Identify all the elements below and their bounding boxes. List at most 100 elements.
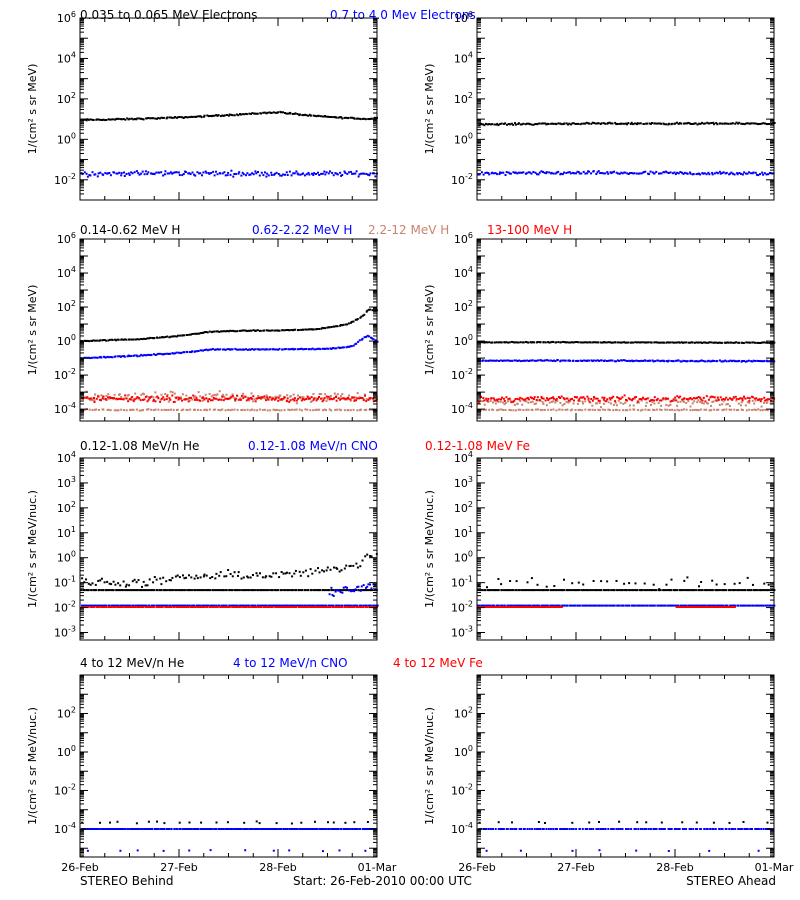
data-point <box>273 604 276 607</box>
data-point <box>321 347 324 350</box>
data-point <box>141 589 144 592</box>
data-point <box>350 320 353 323</box>
data-point <box>367 398 370 401</box>
data-point <box>624 604 627 607</box>
data-point <box>265 604 268 607</box>
data-point <box>573 172 575 175</box>
data-point <box>189 606 192 608</box>
data-point <box>597 408 600 411</box>
data-point <box>288 589 291 592</box>
data-point <box>173 392 176 395</box>
data-point <box>367 583 370 586</box>
data-point <box>288 348 291 351</box>
data-point <box>209 604 212 607</box>
data-point <box>645 398 647 401</box>
data-point <box>571 604 574 607</box>
data-point <box>540 359 542 362</box>
data-point <box>692 173 695 175</box>
data-point <box>555 341 558 344</box>
data-point <box>738 172 741 174</box>
data-point <box>632 589 634 592</box>
data-point <box>487 397 490 400</box>
data-point <box>604 122 607 125</box>
data-point <box>196 577 199 580</box>
data-point <box>302 114 305 117</box>
data-point <box>611 359 614 362</box>
data-point <box>765 398 768 401</box>
data-point <box>765 604 768 607</box>
data-point <box>623 122 625 125</box>
data-point <box>334 408 337 411</box>
data-point <box>609 341 612 344</box>
data-point <box>132 338 135 341</box>
data-point <box>242 329 245 332</box>
data-point <box>187 398 189 400</box>
data-point <box>759 409 762 412</box>
data-point <box>769 172 772 174</box>
data-point <box>748 589 750 592</box>
data-point <box>541 604 544 607</box>
data-point <box>358 409 361 412</box>
data-point <box>275 171 278 174</box>
data-point <box>354 588 357 591</box>
data-point <box>587 399 590 401</box>
data-point <box>634 122 636 125</box>
data-point <box>518 589 521 592</box>
data-point <box>274 348 277 351</box>
data-point <box>693 400 696 403</box>
data-point <box>86 396 89 399</box>
data-point <box>100 394 103 397</box>
data-point <box>242 173 245 176</box>
data-point <box>208 398 211 400</box>
data-point <box>179 397 182 400</box>
data-point <box>116 606 119 608</box>
data-point <box>203 604 206 607</box>
data-point <box>559 589 562 592</box>
data-point <box>709 589 712 592</box>
data-point <box>592 604 595 607</box>
data-point <box>573 399 575 402</box>
data-point <box>341 606 344 608</box>
data-point <box>193 115 196 118</box>
data-point <box>319 397 322 400</box>
data-point <box>616 589 618 592</box>
data-point <box>211 399 214 402</box>
data-point <box>179 606 182 608</box>
data-point <box>224 174 227 177</box>
data-point <box>119 584 122 587</box>
data-point <box>153 337 156 340</box>
data-point <box>718 403 721 406</box>
data-point <box>358 117 361 120</box>
data-point <box>293 399 296 402</box>
data-point <box>361 559 364 562</box>
data-point <box>141 604 144 607</box>
data-point <box>569 359 572 362</box>
data-point <box>593 341 596 344</box>
data-point <box>205 348 208 351</box>
data-point <box>250 604 253 607</box>
data-point <box>245 348 247 351</box>
data-point <box>740 604 743 607</box>
data-point <box>260 398 263 400</box>
data-point <box>737 604 739 607</box>
data-point <box>656 122 659 125</box>
data-point <box>200 589 203 592</box>
data-point <box>229 573 232 575</box>
data-point <box>501 396 503 399</box>
data-point <box>596 397 599 400</box>
data-point <box>180 409 183 412</box>
data-point <box>138 409 141 412</box>
data-point <box>307 171 310 174</box>
data-point <box>685 408 688 411</box>
data-point <box>499 359 502 362</box>
data-point <box>281 606 284 608</box>
data-point <box>704 604 707 607</box>
data-point <box>146 353 149 356</box>
data-point <box>94 173 97 176</box>
data-point <box>487 604 490 607</box>
data-point <box>163 604 166 607</box>
data-point <box>374 175 377 178</box>
data-point <box>199 589 202 592</box>
data-point <box>256 329 259 332</box>
data-point <box>638 360 641 363</box>
